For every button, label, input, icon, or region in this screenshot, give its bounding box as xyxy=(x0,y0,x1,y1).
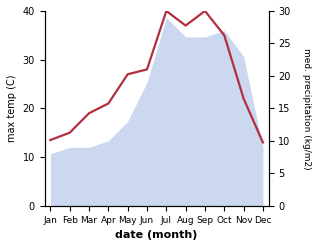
Y-axis label: max temp (C): max temp (C) xyxy=(7,75,17,142)
Y-axis label: med. precipitation (kg/m2): med. precipitation (kg/m2) xyxy=(302,48,311,169)
X-axis label: date (month): date (month) xyxy=(115,230,198,240)
